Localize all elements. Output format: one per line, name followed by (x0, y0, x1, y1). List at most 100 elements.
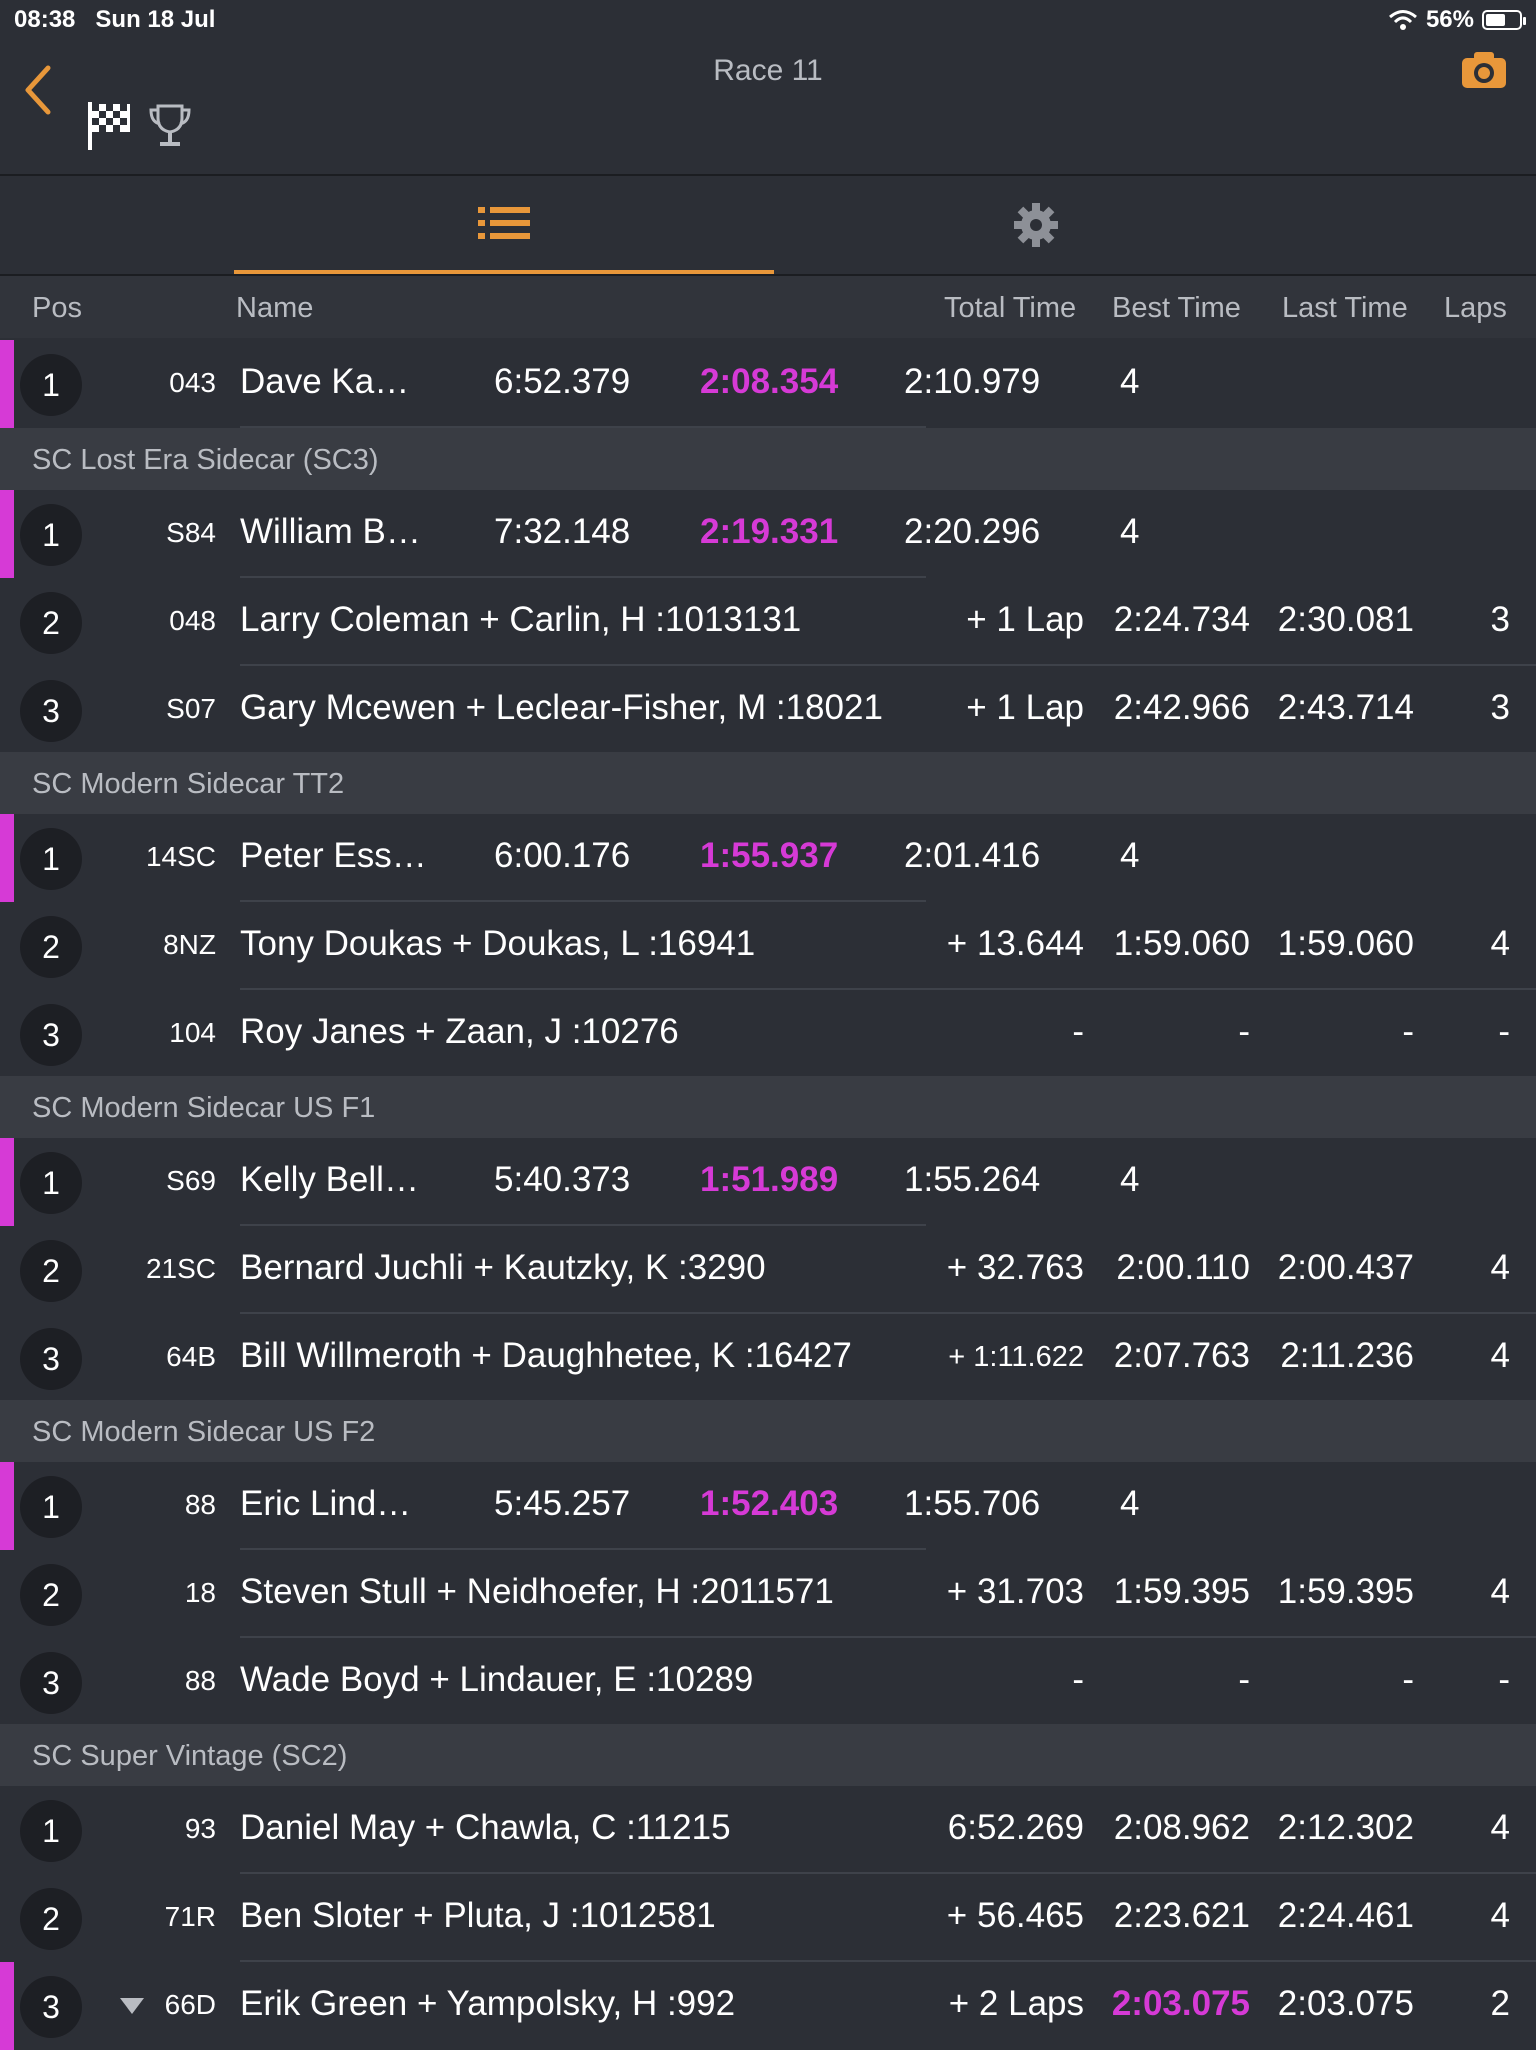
total-time: + 31.703 (946, 1572, 1084, 1611)
laps: 4 (1490, 1248, 1510, 1287)
class-group-header: SC Modern Sidecar US F1 (0, 1076, 1536, 1138)
class-name: SC Lost Era Sidecar (SC3) (32, 444, 379, 476)
position-badge: 1 (20, 1152, 82, 1214)
racer-name: Steven Stull + Neidhoefer, H :2011571 (240, 1572, 834, 1611)
total-time: + 56.465 (946, 1896, 1084, 1935)
table-row[interactable]: 1 S69 Kelly Bell… 5:40.373 1:51.989 1:55… (0, 1138, 1536, 1226)
laps: 4 (1120, 1484, 1140, 1523)
laps: 3 (1490, 688, 1510, 727)
total-time: 5:40.373 (494, 1160, 631, 1199)
status-bar: 08:38 Sun 18 Jul 56% (0, 0, 1536, 40)
position-badge: 2 (20, 1564, 82, 1626)
racer-name: Daniel May + Chawla, C :11215 (240, 1808, 731, 1847)
total-time: 6:52.269 (947, 1808, 1084, 1847)
table-row[interactable]: 2 048 Larry Coleman + Carlin, H :1013131… (0, 578, 1536, 666)
racer-name: Dave Ka… (240, 362, 410, 401)
best-time: 2:42.966 (1113, 688, 1250, 727)
last-time: 2:11.236 (1280, 1336, 1414, 1375)
trophy-icon[interactable] (148, 102, 192, 150)
col-laps[interactable]: Laps (1444, 292, 1507, 324)
col-last-time[interactable]: Last Time (1282, 292, 1408, 324)
laps: 2 (1490, 1984, 1510, 2023)
racer-name: Erik Green + Yampolsky, H :992 (240, 1984, 736, 2023)
col-best-time[interactable]: Best Time (1112, 292, 1241, 324)
position-badge: 3 (20, 1976, 82, 2038)
position-badge: 3 (20, 1328, 82, 1390)
racer-number: S84 (166, 517, 216, 548)
col-total-time[interactable]: Total Time (944, 292, 1077, 324)
racer-number: 88 (184, 1665, 216, 1696)
last-time: 2:20.296 (904, 512, 1041, 551)
table-row[interactable]: 1 93 Daniel May + Chawla, C :11215 6:52.… (0, 1786, 1536, 1874)
best-time: 2:24.734 (1113, 600, 1250, 639)
position-badge: 1 (20, 1476, 82, 1538)
table-row[interactable]: 1 S84 William B… 7:32.148 2:19.331 2:20.… (0, 490, 1536, 578)
best-time: 2:07.763 (1113, 1336, 1250, 1375)
battery-percent: 56% (1425, 6, 1474, 33)
class-name: SC Modern Sidecar US F2 (32, 1416, 376, 1448)
best-time: 1:55.937 (700, 836, 839, 875)
tab-bar (0, 176, 1536, 276)
class-group-header: SC Super Vintage (SC2) (0, 1724, 1536, 1786)
racer-name: Larry Coleman + Carlin, H :1013131 (240, 600, 802, 639)
racer-number: 66D (164, 1989, 216, 2020)
last-time: 2:24.461 (1277, 1896, 1414, 1935)
last-time: 2:03.075 (1277, 1984, 1414, 2023)
laps: 4 (1490, 924, 1510, 963)
table-row[interactable]: 3 S07 Gary Mcewen + Leclear-Fisher, M :1… (0, 666, 1536, 754)
table-row[interactable]: 3 88 Wade Boyd + Lindauer, E :10289 - - … (0, 1638, 1536, 1726)
position-badge: 1 (20, 504, 82, 566)
total-time: + 13.644 (946, 924, 1084, 963)
position-badge: 1 (20, 1800, 82, 1862)
racer-name: Eric Lind… (240, 1484, 412, 1523)
racer-name: Ben Sloter + Pluta, J :1012581 (240, 1896, 716, 1935)
position-badge: 2 (20, 1240, 82, 1302)
racer-number: 88 (184, 1489, 216, 1520)
racer-number: S07 (166, 693, 216, 724)
checckered-flag-icon[interactable] (86, 100, 132, 152)
list-icon (478, 207, 530, 239)
total-time: + 32.763 (946, 1248, 1084, 1287)
table-row[interactable]: 3 66D Erik Green + Yampolsky, H :992 + 2… (0, 1962, 1536, 2050)
racer-number: S69 (166, 1165, 216, 1196)
wifi-icon (1388, 10, 1417, 30)
table-row[interactable]: 2 21SC Bernard Juchli + Kautzky, K :3290… (0, 1226, 1536, 1314)
laps: 4 (1490, 1896, 1510, 1935)
column-header: Pos Name Total Time Best Time Last Time … (0, 276, 1536, 338)
tab-results-list[interactable] (234, 176, 774, 274)
laps: 4 (1490, 1808, 1510, 1847)
table-row[interactable]: 3 64B Bill Willmeroth + Daughhetee, K :1… (0, 1314, 1536, 1402)
best-time: 1:51.989 (700, 1160, 839, 1199)
table-row[interactable]: 1 14SC Peter Ess… 6:00.176 1:55.937 2:01… (0, 814, 1536, 902)
table-row[interactable]: 3 104 Roy Janes + Zaan, J :10276 - - - - (0, 990, 1536, 1078)
best-time: 2:08.962 (1113, 1808, 1250, 1847)
laps: - (1498, 1012, 1510, 1051)
col-name[interactable]: Name (236, 292, 314, 324)
chevron-left-icon[interactable] (18, 60, 58, 120)
position-badge: 3 (20, 680, 82, 742)
last-time: 1:55.264 (904, 1160, 1041, 1199)
table-row[interactable]: 2 8NZ Tony Doukas + Doukas, L :16941 + 1… (0, 902, 1536, 990)
col-pos[interactable]: Pos (32, 292, 82, 324)
table-row[interactable]: 1 88 Eric Lind… 5:45.257 1:52.403 1:55.7… (0, 1462, 1536, 1550)
table-row[interactable]: 2 71R Ben Sloter + Pluta, J :1012581 + 5… (0, 1874, 1536, 1962)
tab-settings[interactable] (776, 176, 1296, 274)
last-time: 1:59.060 (1277, 924, 1414, 963)
racer-name: Roy Janes + Zaan, J :10276 (240, 1012, 679, 1051)
last-time: 2:00.437 (1277, 1248, 1414, 1287)
best-time: 2:00.110 (1116, 1248, 1250, 1287)
best-time: 1:59.395 (1113, 1572, 1250, 1611)
table-row[interactable]: 1 043 Dave Ka… 6:52.379 2:08.354 2:10.97… (0, 340, 1536, 428)
racer-number: 8NZ (163, 929, 216, 960)
table-row[interactable]: 2 18 Steven Stull + Neidhoefer, H :20115… (0, 1550, 1536, 1638)
last-time: 1:55.706 (904, 1484, 1041, 1523)
status-right: 56% (1388, 6, 1526, 34)
laps: 4 (1120, 836, 1140, 875)
racer-name: Tony Doukas + Doukas, L :16941 (240, 924, 756, 963)
last-time: 2:30.081 (1277, 600, 1414, 639)
camera-icon[interactable] (1460, 50, 1508, 90)
class-group-header: SC Modern Sidecar TT2 (0, 752, 1536, 814)
total-time: 7:32.148 (494, 512, 631, 551)
status-date: Sun 18 Jul (95, 6, 216, 33)
racer-name: Bernard Juchli + Kautzky, K :3290 (240, 1248, 766, 1287)
